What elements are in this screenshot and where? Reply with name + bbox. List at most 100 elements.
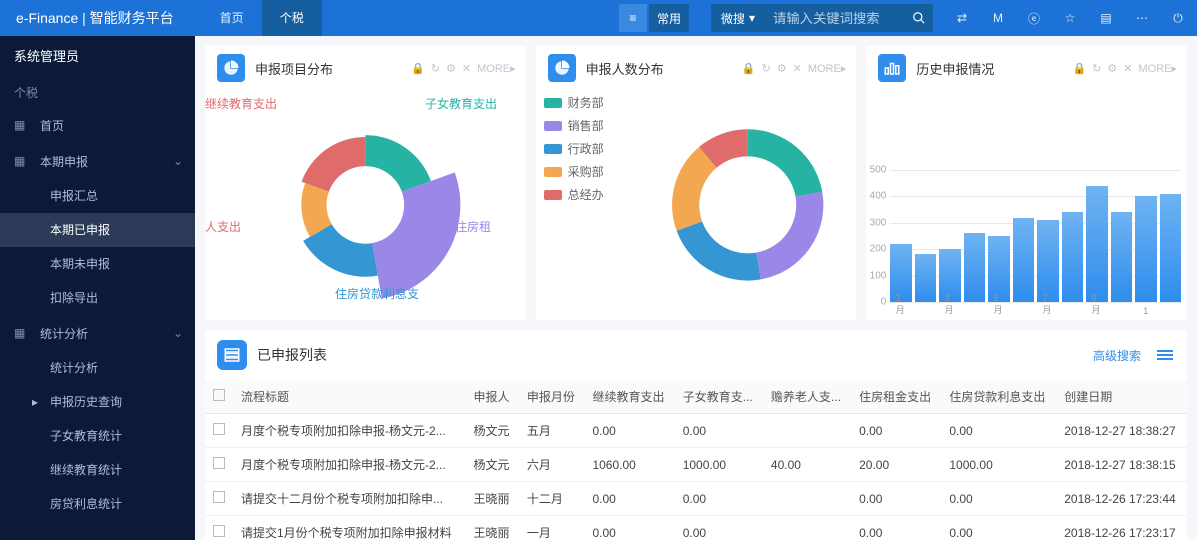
legend-swatch xyxy=(544,167,562,177)
table-cell: 六月 xyxy=(519,448,585,482)
search-select[interactable]: 微搜 ▾ xyxy=(711,4,765,32)
bar-icon xyxy=(878,54,906,82)
card-tools: 🔒 ↻ ⚙ ✕ MORE▸ xyxy=(411,62,516,75)
bar[interactable]: 9月 xyxy=(1086,186,1107,302)
legend-item[interactable]: 总经办 xyxy=(544,186,604,203)
card-tool-icon[interactable]: MORE▸ xyxy=(1138,62,1177,75)
topbar-icon[interactable]: ☆ xyxy=(1061,9,1079,27)
legend-item[interactable]: 行政部 xyxy=(544,140,604,157)
advanced-search-link[interactable]: 高级搜索 xyxy=(1093,347,1141,364)
topbar-icon[interactable]: ⋯ xyxy=(1133,9,1151,27)
freq-button[interactable]: 常用 xyxy=(649,4,689,32)
topnav-item[interactable]: 首页 xyxy=(202,0,262,36)
sidebar-subitem[interactable]: 扣除导出 xyxy=(0,281,195,315)
legend-label: 财务部 xyxy=(568,94,604,111)
table-header[interactable]: 住房贷款利息支出 xyxy=(941,380,1056,414)
card-tool-icon[interactable]: ⚙ xyxy=(1107,62,1117,75)
card-tool-icon[interactable]: MORE▸ xyxy=(477,62,516,75)
card-tool-icon[interactable]: ↻ xyxy=(762,62,771,75)
menu-button[interactable]: ≡ xyxy=(619,4,647,32)
bar[interactable] xyxy=(1013,218,1034,302)
table-cell: 十二月 xyxy=(519,482,585,516)
bar[interactable]: 7月 xyxy=(1037,220,1058,302)
bar[interactable] xyxy=(915,254,936,302)
topnav-item[interactable]: 个税 xyxy=(262,0,322,36)
bar[interactable] xyxy=(1111,212,1132,302)
table-header[interactable]: 赡养老人支... xyxy=(763,380,851,414)
sidebar-subitem[interactable]: 本期已申报 xyxy=(0,213,195,247)
card-tool-icon[interactable]: 🔒 xyxy=(1072,62,1086,75)
topbar-icon[interactable]: ▤ xyxy=(1097,9,1115,27)
table-header[interactable]: 继续教育支出 xyxy=(584,380,674,414)
sidebar-subitem[interactable]: 继续教育统计 xyxy=(0,453,195,487)
card-tool-icon[interactable]: 🔒 xyxy=(742,62,756,75)
bar[interactable] xyxy=(1160,194,1181,302)
table-cell: 1000.00 xyxy=(675,448,763,482)
row-checkbox[interactable] xyxy=(213,423,225,435)
table-cell: 20.00 xyxy=(851,448,941,482)
card-tool-icon[interactable]: 🔒 xyxy=(411,62,425,75)
topbar-icon[interactable]: ⓔ xyxy=(1025,9,1043,27)
bar[interactable]: 3月 xyxy=(939,249,960,302)
table-header[interactable]: 创建日期 xyxy=(1056,380,1187,414)
list-card: 已申报列表 高级搜索 流程标题申报人申报月份继续教育支出子女教育支...赡养老人… xyxy=(205,330,1187,540)
sidebar-subitem[interactable]: 本期未申报 xyxy=(0,247,195,281)
row-checkbox[interactable] xyxy=(213,491,225,503)
table-cell: 2018-12-27 18:38:27 xyxy=(1056,414,1187,448)
row-checkbox[interactable] xyxy=(213,457,225,469)
table-header[interactable]: 子女教育支... xyxy=(675,380,763,414)
card-tool-icon[interactable]: ✕ xyxy=(1123,62,1132,75)
sidebar-subitem[interactable]: 房贷利息统计 xyxy=(0,487,195,521)
legend-item[interactable]: 采购部 xyxy=(544,163,604,180)
topbar-icon[interactable]: ⇄ xyxy=(953,9,971,27)
card-tool-icon[interactable]: ↻ xyxy=(1092,62,1101,75)
bar-chart: 01002003004005001月3月5月7月9月1 xyxy=(890,170,1181,302)
sidebar-subitem[interactable]: 统计分析 xyxy=(0,351,195,385)
card-tool-icon[interactable]: ⚙ xyxy=(777,62,787,75)
bar-label: 7月 xyxy=(1043,293,1054,316)
list-menu-icon[interactable] xyxy=(1157,350,1173,360)
sidebar-subitem[interactable]: 申报汇总 xyxy=(0,179,195,213)
sidebar-item[interactable]: ▦本期申报⌄ xyxy=(0,143,195,179)
row-checkbox[interactable] xyxy=(213,525,225,537)
bar[interactable] xyxy=(964,233,985,302)
table-header[interactable]: 申报人 xyxy=(465,380,518,414)
brand: e-Finance | 智能财务平台 xyxy=(16,8,174,28)
card-tool-icon[interactable]: ✕ xyxy=(462,62,471,75)
table-row[interactable]: 月度个税专项附加扣除申报-杨文元-2...杨文元六月1060.001000.00… xyxy=(205,448,1187,482)
card-tool-icon[interactable]: MORE▸ xyxy=(808,62,847,75)
legend-item[interactable]: 财务部 xyxy=(544,94,604,111)
sidebar-item[interactable]: ▦首页 xyxy=(0,107,195,143)
sidebar-subitem[interactable]: 子女教育统计 xyxy=(0,419,195,453)
sidebar-section: 个税 xyxy=(0,78,195,107)
bar[interactable]: 1 xyxy=(1135,196,1156,302)
table-header[interactable]: 住房租金支出 xyxy=(851,380,941,414)
table-row[interactable]: 请提交十二月份个税专项附加扣除申...王晓丽十二月0.000.000.000.0… xyxy=(205,482,1187,516)
card-tool-icon[interactable]: ↻ xyxy=(431,62,440,75)
bar[interactable]: 5月 xyxy=(988,236,1009,302)
search-button[interactable] xyxy=(905,4,933,32)
card-tool-icon[interactable]: ✕ xyxy=(793,62,802,75)
bar[interactable]: 1月 xyxy=(890,244,911,302)
topbar-icon[interactable]: ⏻ xyxy=(1169,9,1187,27)
sidebar-item[interactable]: ▦统计分析⌄ xyxy=(0,315,195,351)
sidebar-subitem[interactable]: ▸申报历史查询 xyxy=(0,385,195,419)
sidebar-item-label: 首页 xyxy=(40,117,64,134)
card-tool-icon[interactable]: ⚙ xyxy=(446,62,456,75)
topbar-icon[interactable]: M xyxy=(989,9,1007,27)
search-input[interactable] xyxy=(765,4,905,32)
table-row[interactable]: 月度个税专项附加扣除申报-杨文元-2...杨文元五月0.000.000.000.… xyxy=(205,414,1187,448)
table-header[interactable]: 申报月份 xyxy=(519,380,585,414)
bar[interactable] xyxy=(1062,212,1083,302)
legend-swatch xyxy=(544,98,562,108)
pie-slice-label: 子女教育支出 xyxy=(425,95,497,112)
y-tick-label: 300 xyxy=(866,217,886,228)
pie-icon xyxy=(548,54,576,82)
legend-item[interactable]: 销售部 xyxy=(544,117,604,134)
table-row[interactable]: 请提交1月份个税专项附加扣除申报材料王晓丽一月0.000.000.000.002… xyxy=(205,516,1187,540)
table-header[interactable]: 流程标题 xyxy=(233,380,465,414)
header-checkbox[interactable] xyxy=(213,389,225,401)
bar-label: 9月 xyxy=(1091,293,1102,316)
table-cell: 五月 xyxy=(519,414,585,448)
table-cell: 杨文元 xyxy=(465,414,518,448)
